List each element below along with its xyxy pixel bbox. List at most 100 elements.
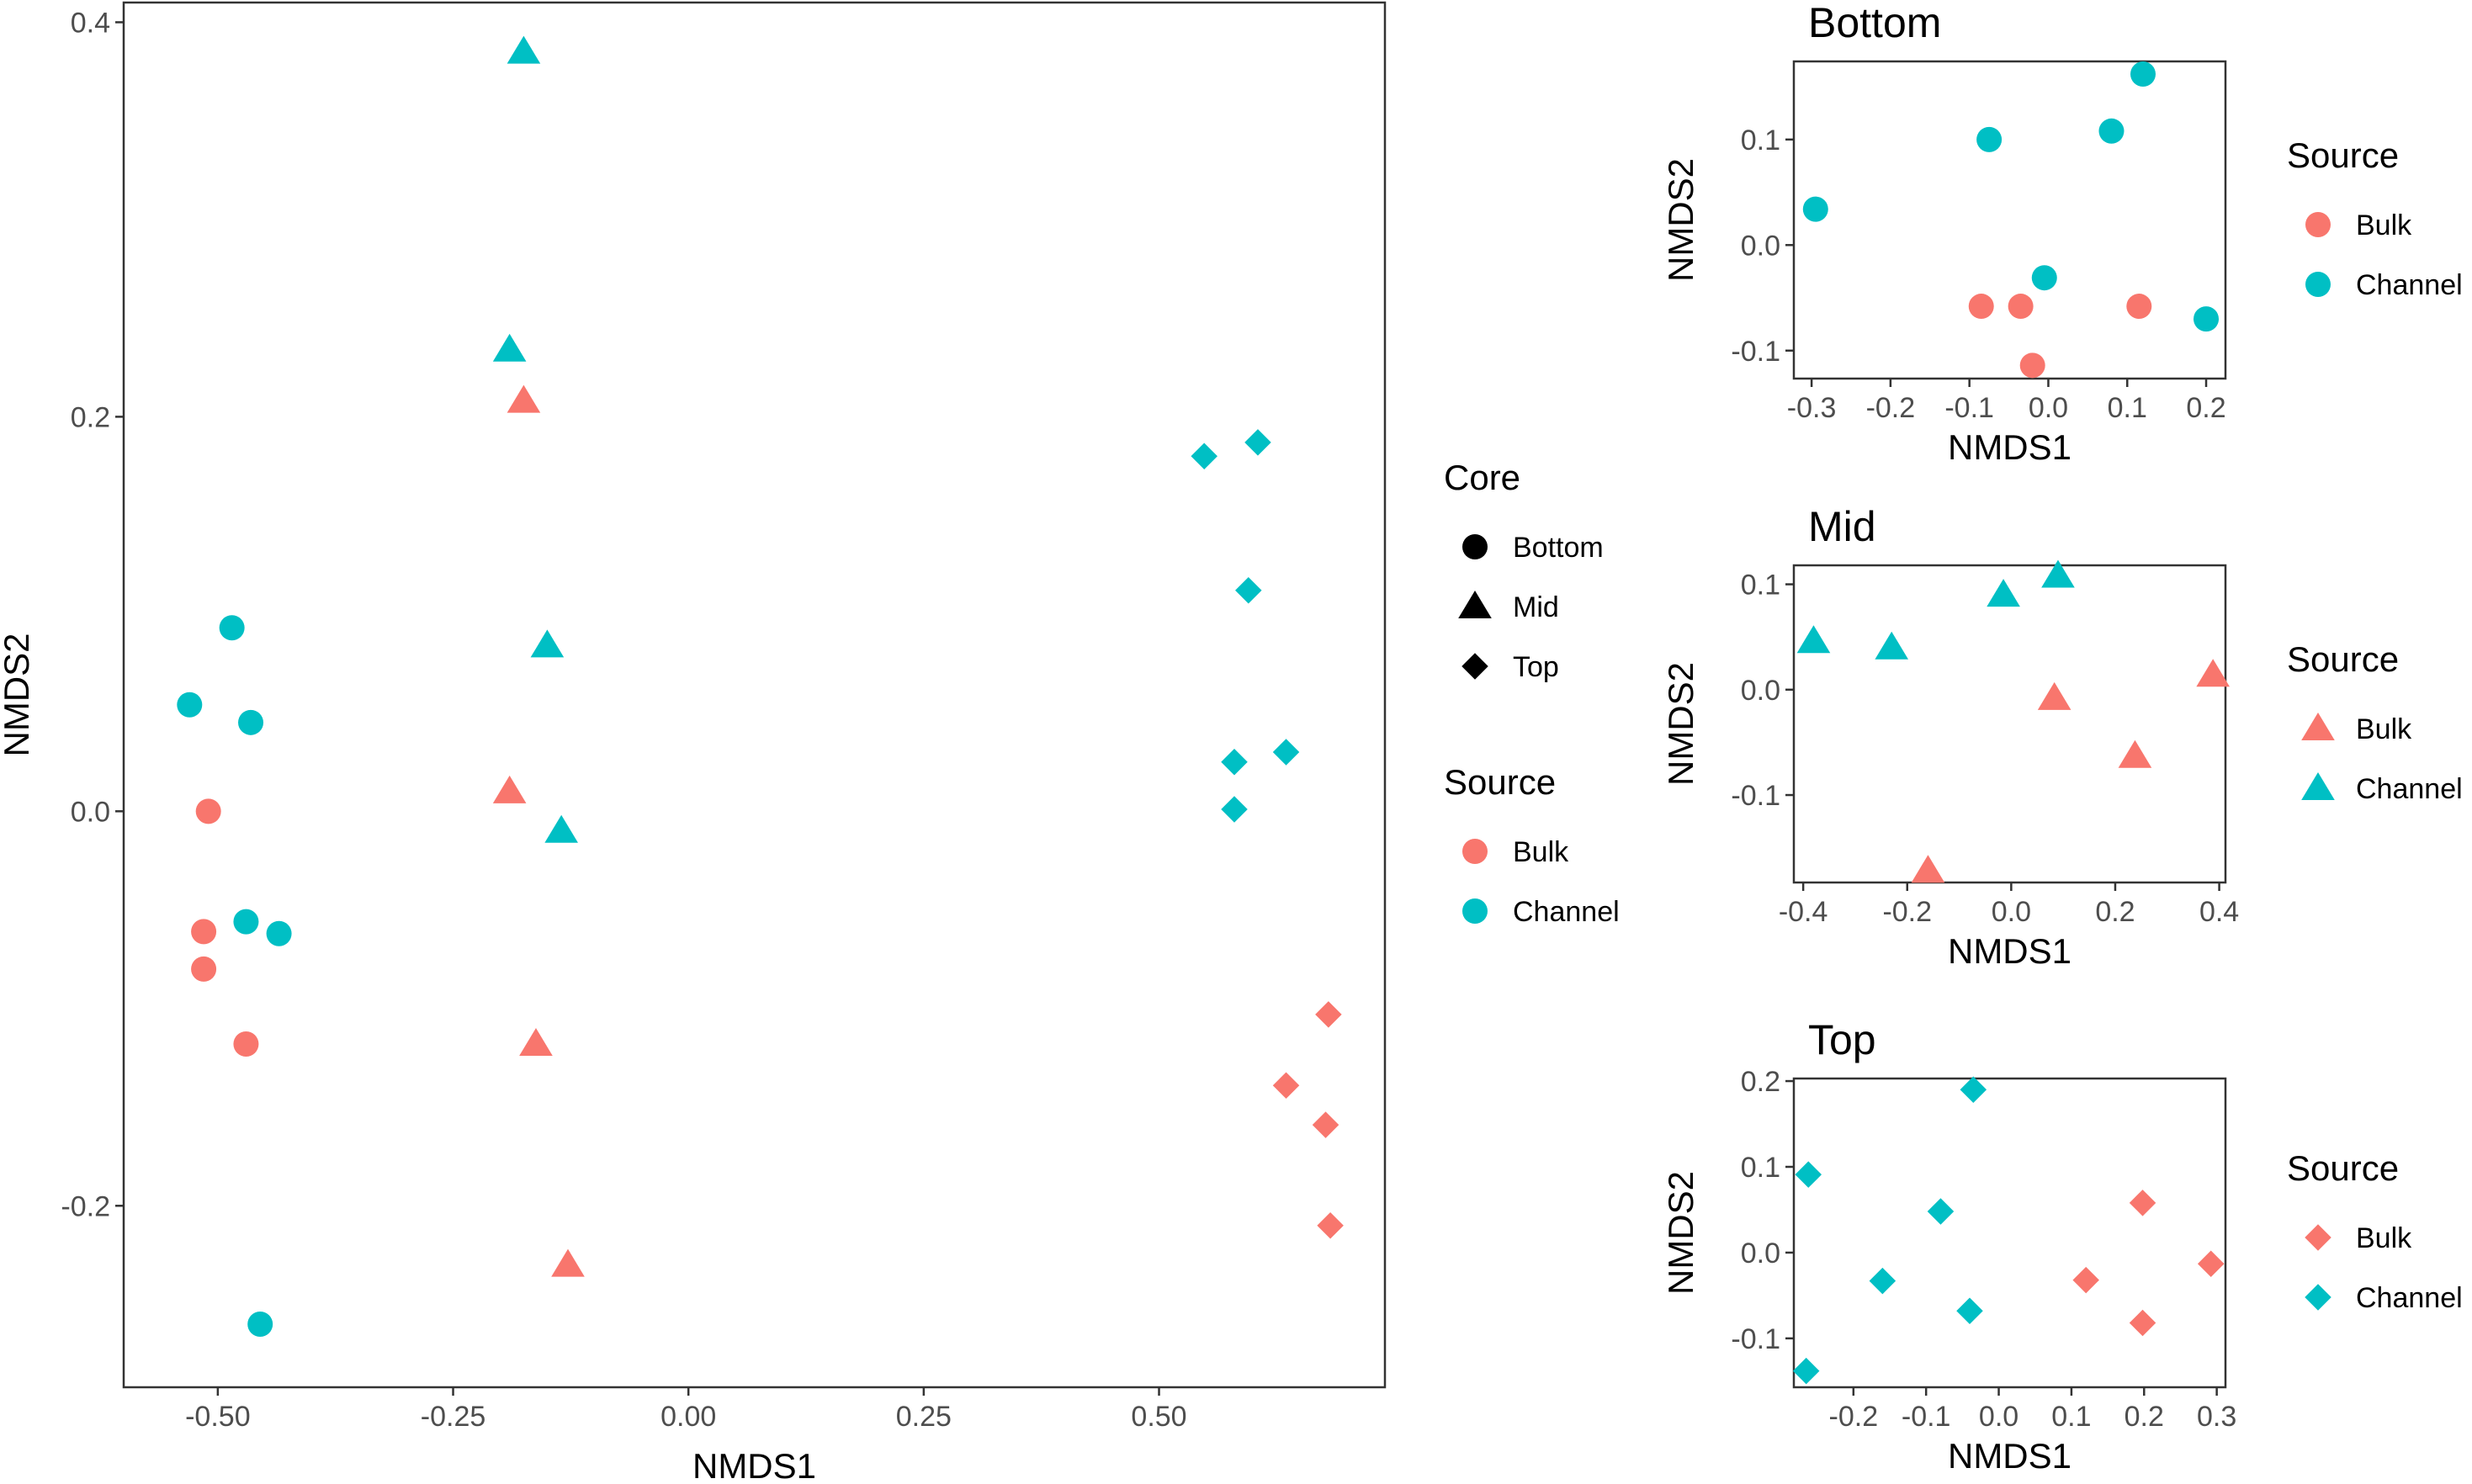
point-channel-circle [2130, 61, 2156, 87]
legend-label: Channel [2356, 269, 2463, 301]
point-channel-circle [2194, 306, 2220, 332]
panel-mid: -0.4 -0.2 0.0 0.2 0.4 -0.1 0.0 0.1 NMDS1 NMDS2 Mid [1661, 503, 2239, 971]
point-channel-diamond [1956, 1297, 1983, 1325]
legend-key-channel [2301, 772, 2335, 801]
point-channel-circle [177, 692, 203, 718]
x-tick-label: -0.3 [1787, 392, 1837, 424]
legend-key-bulk [2305, 212, 2331, 237]
panel-frame-mid [1792, 564, 2227, 884]
x-tick-label: 0.2 [2095, 896, 2135, 928]
panel-frame-main [122, 1, 1387, 1389]
point-bulk-diamond [2197, 1250, 2225, 1277]
x-tick-label: 0.0 [1992, 896, 2031, 928]
y-axis-title: NMDS2 [0, 633, 36, 756]
legend-source-main: Source Bulk Channel [1444, 762, 1620, 928]
x-tick-label: 0.1 [2051, 1401, 2091, 1433]
legend-key-triangle [1458, 591, 1492, 619]
point-bulk-circle [1968, 294, 1994, 320]
point-channel-triangle [544, 814, 578, 843]
point-bulk-circle [2126, 294, 2152, 320]
y-axis-title: NMDS2 [1661, 158, 1700, 282]
point-bulk-triangle [507, 384, 541, 413]
y-tick-label: 0.0 [71, 796, 110, 828]
y-tick-label: 0.2 [1741, 1066, 1780, 1098]
y-tick-label: 0.0 [1741, 230, 1780, 262]
panel-main: -0.50 -0.25 0.00 0.25 0.50 -0.2 0.0 0.2 0.4 NMDS1… [0, 1, 1387, 1484]
x-tick-label: 0.00 [660, 1401, 716, 1433]
y-tick-label: 0.2 [71, 401, 110, 433]
legend-title: Source [2287, 1148, 2399, 1188]
y-tick-label: 0.1 [1741, 125, 1780, 156]
y-tick-label: -0.1 [1731, 780, 1780, 812]
x-tick-label: 0.1 [2108, 392, 2147, 424]
point-channel-diamond [1244, 429, 1271, 456]
point-channel-triangle [530, 629, 565, 658]
point-channel-diamond [1221, 796, 1248, 823]
legend-key-diamond [1461, 653, 1488, 680]
x-tick-label: -0.50 [185, 1401, 251, 1433]
x-tick-label: -0.2 [1866, 392, 1916, 424]
point-channel-circle [266, 920, 292, 946]
legend-label: Channel [1513, 896, 1620, 928]
legend-key-channel [1462, 898, 1488, 924]
legend-key-bulk [2301, 713, 2335, 741]
x-tick-label: 0.4 [2199, 896, 2239, 928]
panel-bottom: -0.3 -0.2 -0.1 0.0 0.1 0.2 -0.1 0.0 0.1 NMDS1 NMDS… [1661, 0, 2227, 467]
point-channel-diamond [1191, 443, 1217, 470]
point-bulk-diamond [2129, 1190, 2156, 1216]
legend-label: Top [1513, 651, 1559, 683]
point-bulk-triangle [1911, 855, 1945, 883]
point-channel-triangle [1796, 625, 1831, 654]
x-tick-label: 0.25 [896, 1401, 952, 1433]
x-axis-title: NMDS1 [692, 1446, 816, 1484]
point-channel-circle [233, 909, 259, 935]
y-tick-label: 0.1 [1741, 570, 1780, 602]
legend-label: Channel [2356, 1282, 2463, 1314]
legend-label: Channel [2356, 773, 2463, 805]
y-tick-label: -0.1 [1731, 1323, 1780, 1355]
point-channel-triangle [1987, 579, 2020, 607]
point-channel-triangle [1875, 631, 1908, 660]
point-bulk-circle [195, 798, 221, 824]
point-channel-circle [1802, 196, 1828, 222]
y-tick-label: 0.1 [1741, 1152, 1780, 1184]
point-channel-circle [238, 709, 264, 735]
point-channel-diamond [1272, 739, 1300, 766]
point-channel-diamond [1221, 748, 1248, 776]
point-channel-diamond [1960, 1076, 1987, 1104]
point-bulk-circle [191, 919, 217, 945]
point-channel-diamond [1792, 1357, 1820, 1385]
point-bulk-diamond [2129, 1309, 2156, 1337]
legend-source-mid: Source Bulk Channel [2287, 639, 2463, 805]
legend-title: Source [2287, 135, 2399, 175]
y-tick-label: 0.4 [71, 7, 110, 39]
panel-title: Mid [1808, 503, 1876, 550]
y-axis-title: NMDS2 [1661, 662, 1700, 786]
x-tick-label: -0.2 [1882, 896, 1932, 928]
legend-label: Bulk [2356, 713, 2412, 745]
point-channel-circle [247, 1311, 273, 1337]
point-bulk-circle [191, 956, 217, 982]
point-bulk-circle [2019, 352, 2045, 379]
x-tick-label: 0.2 [2186, 392, 2225, 424]
panel-frame-top [1792, 1077, 2227, 1389]
legend-label: Bulk [2356, 1222, 2412, 1254]
y-tick-label: 0.0 [1741, 675, 1780, 707]
x-tick-label: 0.0 [1979, 1401, 2018, 1433]
point-bulk-triangle [2037, 681, 2071, 710]
legend-label: Bulk [2356, 209, 2412, 241]
panel-frame-bottom [1792, 60, 2227, 380]
panel-title: Bottom [1808, 0, 1941, 46]
point-channel-circle [2098, 118, 2125, 144]
legend-source-top: Source Bulk Channel [2287, 1148, 2463, 1314]
point-bulk-triangle [2118, 739, 2152, 768]
point-bulk-triangle [551, 1248, 585, 1277]
legend-label: Bottom [1513, 532, 1604, 564]
legend-key-channel [2305, 272, 2331, 297]
legend-title: Core [1444, 458, 1520, 497]
point-bulk-triangle [519, 1028, 553, 1057]
legend-label: Bulk [1513, 836, 1569, 868]
x-axis-title: NMDS1 [1948, 931, 2071, 971]
point-bulk-diamond [2072, 1266, 2099, 1294]
point-bulk-circle [2008, 294, 2034, 320]
